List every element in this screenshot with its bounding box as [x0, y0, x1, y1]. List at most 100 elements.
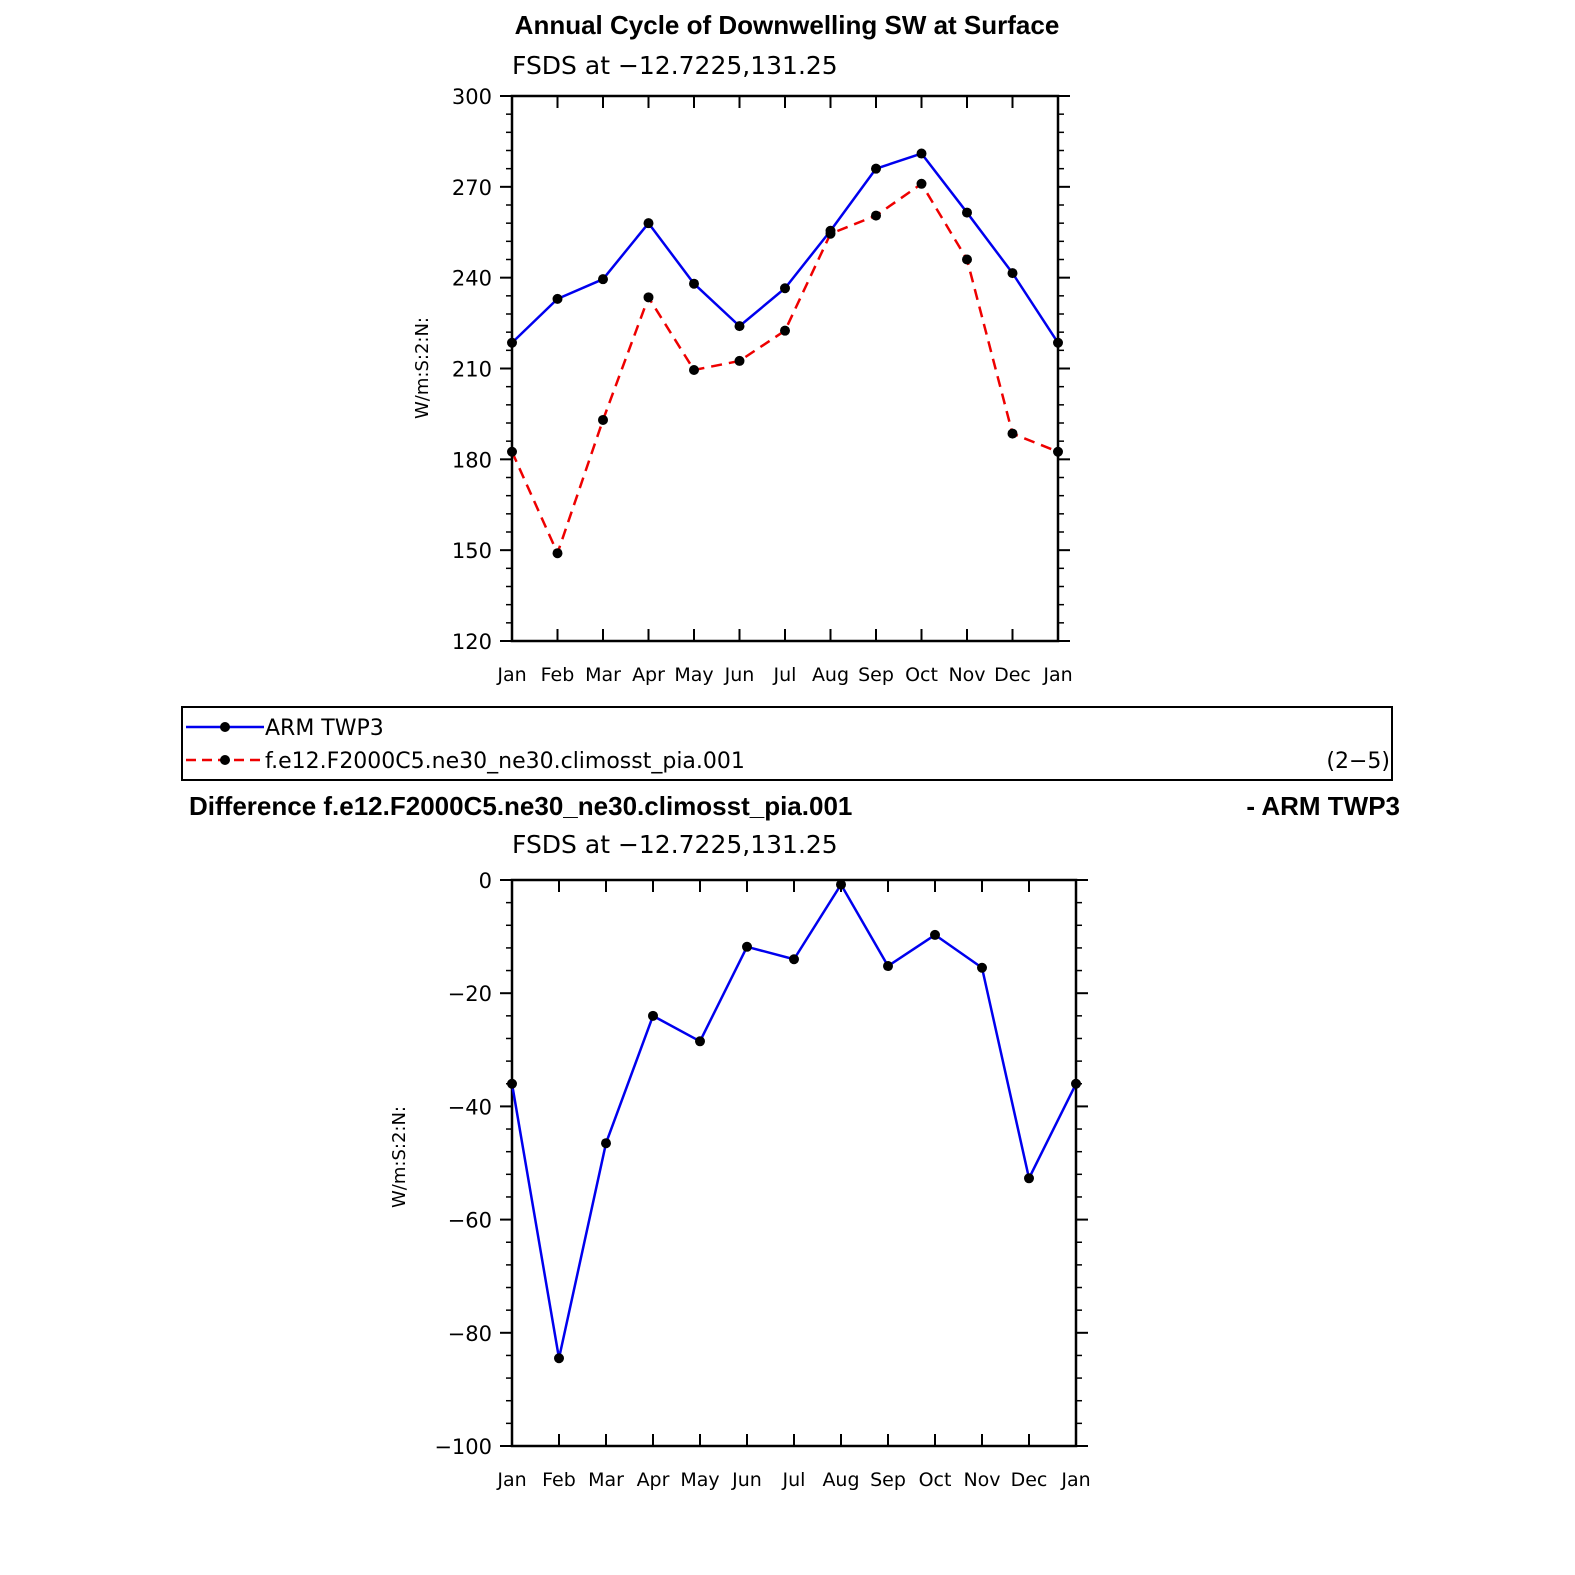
top-chart-series-0-point — [916, 148, 927, 159]
top-chart-y-tick-label: 120 — [452, 630, 492, 654]
top-chart-series-1-point — [780, 325, 790, 336]
top-chart-x-tick-label: Jul — [773, 664, 797, 686]
bottom-chart-series-0-point — [601, 1138, 611, 1149]
top-chart-series-1-point — [1007, 428, 1018, 439]
legend-box — [181, 706, 1393, 781]
top-chart-series-1-point — [643, 292, 654, 303]
top-chart-series-0-point — [507, 337, 517, 348]
bottom-chart-series-0-point — [836, 879, 846, 890]
bottom-chart-series — [507, 879, 1081, 1364]
top-chart-x-tick-label: Aug — [812, 664, 849, 686]
bottom-chart-x-tick-label: Mar — [588, 1469, 624, 1491]
bottom-chart-series-0-point — [648, 1010, 658, 1021]
top-chart-series-1-point — [689, 365, 699, 376]
bottom-chart-series-0-point — [977, 962, 987, 973]
bottom-chart-subtitle: FSDS at −12.7225,131.25 — [512, 830, 838, 859]
top-chart-series-1-point — [871, 210, 881, 221]
top-chart-series-1-point — [734, 355, 745, 366]
top-chart-series-1-point — [825, 228, 836, 239]
top-chart-series-1-point — [552, 548, 563, 559]
figure-title: Annual Cycle of Downwelling SW at Surfac… — [515, 10, 1060, 40]
top-chart-x-tick-label: Dec — [994, 664, 1031, 686]
bottom-chart-y-tick-label: −20 — [448, 982, 492, 1006]
legend-marker-model — [220, 755, 230, 765]
top-chart-series-0-point — [871, 163, 881, 174]
top-chart-series-line-0 — [511, 152, 1060, 344]
bottom-chart-series-0-point — [554, 1353, 564, 1364]
top-chart-series-0-point — [1053, 337, 1063, 348]
bottom-chart-series-0-point — [883, 961, 893, 972]
top-chart-y-tick-label: 270 — [452, 176, 492, 200]
top-chart-frame — [510, 94, 1060, 643]
top-chart-x-tick-label: Jun — [724, 664, 755, 686]
bottom-chart-y-tick-label: −60 — [448, 1209, 492, 1233]
top-chart-x-tick-label: Feb — [541, 664, 575, 686]
bottom-chart-panel: FSDS at −12.7225,131.25 W/m:S:2:N: Jan Fe… — [389, 830, 1091, 1491]
top-chart-series-1-point — [916, 178, 927, 189]
bottom-chart-axes: Jan Feb Mar Apr May Jun Jul Aug Sep Oct Nov Dec Jan−… — [434, 869, 1090, 1491]
bottom-chart-series-0-point — [1024, 1173, 1034, 1184]
top-chart-series-0-point — [962, 207, 972, 218]
legend-label-model: f.e12.F2000C5.ne30_ne30.climosst_pia.001 — [265, 749, 745, 774]
top-chart-x-tick-label: Jan — [1042, 664, 1072, 686]
top-chart-ylabel: W/m:S:2:N: — [412, 317, 433, 419]
top-chart-axes: Jan Feb Mar Apr May Jun Jul Aug Sep Oct Nov Dec Jan1… — [452, 85, 1073, 686]
bottom-chart-x-tick-label: Apr — [637, 1469, 670, 1491]
top-chart-series-0-point — [1007, 268, 1018, 279]
bottom-chart-y-tick-label: −80 — [448, 1322, 492, 1346]
bottom-chart-series-0-point — [695, 1036, 705, 1047]
top-chart-series-1-point — [598, 414, 608, 425]
top-chart-series-0-point — [780, 283, 790, 294]
bottom-chart-x-tick-label: Oct — [919, 1469, 952, 1491]
top-chart-series-1-point — [507, 446, 517, 457]
bottom-chart-x-tick-label: Jan — [1060, 1469, 1090, 1491]
top-chart-series-1-point — [962, 254, 972, 265]
bottom-chart-x-tick-label: Aug — [822, 1469, 859, 1491]
bottom-chart-series-0-point — [1071, 1078, 1081, 1089]
difference-title-left: Difference f.e12.F2000C5.ne30_ne30.climo… — [189, 791, 852, 821]
top-chart-series-line-1 — [510, 182, 1059, 555]
top-chart-subtitle: FSDS at −12.7225,131.25 — [512, 51, 838, 80]
bottom-chart-x-tick-label: Jan — [496, 1469, 526, 1491]
bottom-chart-x-tick-label: Jul — [782, 1469, 806, 1491]
bottom-chart-x-tick-label: Jun — [731, 1469, 762, 1491]
top-chart-series-0-point — [598, 274, 608, 285]
top-chart-series-0-point — [643, 218, 654, 229]
top-chart-series-0-point — [734, 321, 745, 332]
legend-label-arm: ARM TWP3 — [265, 716, 384, 741]
bottom-chart-series-0-point — [742, 941, 752, 952]
top-chart-x-tick-label: Mar — [585, 664, 621, 686]
top-chart-x-tick-label: Jan — [496, 664, 526, 686]
top-chart-series — [507, 148, 1063, 559]
bottom-chart-y-tick-label: −100 — [434, 1435, 492, 1459]
bottom-chart-series-0-point — [930, 929, 940, 940]
bottom-chart-x-tick-label: May — [680, 1469, 719, 1491]
top-chart-y-tick-label: 150 — [452, 539, 492, 563]
bottom-chart-y-tick-label: −40 — [448, 1095, 492, 1119]
bottom-chart-y-tick-label: 0 — [479, 869, 492, 893]
top-chart-y-tick-label: 300 — [452, 85, 492, 109]
top-chart-x-tick-label: Oct — [905, 664, 938, 686]
bottom-chart-series-0-point — [507, 1078, 517, 1089]
top-chart-series-1-point — [1053, 446, 1063, 457]
panel-id-label: (2−5) — [1326, 749, 1390, 774]
top-chart-panel: FSDS at −12.7225,131.25 W/m:S:2:N: Jan Fe… — [412, 51, 1073, 686]
legend: ARM TWP3 f.e12.F2000C5.ne30_ne30.climoss… — [181, 706, 1393, 781]
top-chart-series-0-point — [689, 278, 699, 289]
top-chart-y-tick-label: 180 — [452, 448, 492, 472]
top-chart-x-tick-label: Nov — [948, 664, 985, 686]
bottom-chart-series-0-point — [789, 954, 799, 965]
legend-marker-arm — [220, 722, 230, 732]
bottom-chart-ylabel: W/m:S:2:N: — [389, 1106, 410, 1208]
top-chart-series-0-point — [552, 293, 563, 304]
bottom-chart-x-tick-label: Dec — [1011, 1469, 1048, 1491]
bottom-chart-x-tick-label: Nov — [963, 1469, 1000, 1491]
bottom-chart-x-tick-label: Sep — [870, 1469, 906, 1491]
bottom-chart-x-tick-label: Feb — [542, 1469, 576, 1491]
top-chart-y-tick-label: 210 — [452, 358, 492, 382]
top-chart-y-tick-label: 240 — [452, 267, 492, 291]
difference-title-right: - ARM TWP3 — [1246, 791, 1400, 821]
top-chart-x-tick-label: May — [674, 664, 713, 686]
top-chart-x-tick-label: Apr — [632, 664, 665, 686]
